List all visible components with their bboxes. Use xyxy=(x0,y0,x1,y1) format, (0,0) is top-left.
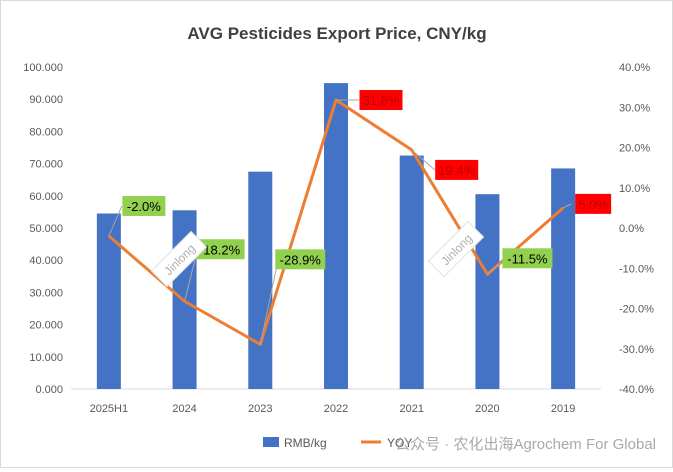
chart-title: AVG Pesticides Export Price, CNY/kg xyxy=(187,24,486,43)
y-left-tick-label: 0.000 xyxy=(35,384,63,396)
data-label-box xyxy=(359,90,403,111)
y-right-tick-label: -30.0% xyxy=(619,344,654,356)
y-right-tick-label: 30.0% xyxy=(619,102,650,114)
data-label-leader xyxy=(562,203,572,209)
bar xyxy=(551,168,576,389)
x-tick-label: 2023 xyxy=(248,403,272,415)
legend-label-rmb: RMB/kg xyxy=(284,436,327,450)
x-tick-label: 2019 xyxy=(551,403,575,415)
watermark-bg xyxy=(427,220,485,278)
y-right-tick-label: 0.0% xyxy=(619,223,644,235)
x-tick-label: 2022 xyxy=(324,403,348,415)
data-label-box xyxy=(194,239,245,260)
legend-swatch-rmb xyxy=(263,437,279,447)
y-left-tick-label: 60.000 xyxy=(29,191,63,203)
watermark-badge: Jinlong xyxy=(150,230,208,288)
y-left-tick-label: 100.000 xyxy=(23,62,63,74)
y-right-tick-label: 20.0% xyxy=(619,143,650,155)
data-label-box xyxy=(275,249,326,270)
legend-label-yoy: YOY xyxy=(387,436,412,450)
y-left-tick-label: 10.000 xyxy=(29,352,63,364)
data-label: 19.4% xyxy=(438,163,475,178)
bar xyxy=(96,213,121,389)
y-left-tick-label: 20.000 xyxy=(29,320,63,332)
data-label: 5.0% xyxy=(578,197,608,212)
y-right-tick-label: -40.0% xyxy=(619,384,654,396)
y-left-tick-label: 40.000 xyxy=(29,255,63,267)
y-right-tick-label: 10.0% xyxy=(619,183,650,195)
y-left-tick-label: 90.000 xyxy=(29,94,63,106)
y-left-tick-label: 70.000 xyxy=(29,159,63,171)
data-label: -2.0% xyxy=(127,199,161,214)
y-right-tick-label: -20.0% xyxy=(619,304,654,316)
data-label-box xyxy=(575,193,612,214)
y-left-tick-label: 80.000 xyxy=(29,126,63,138)
y-left-tick-label: 30.000 xyxy=(29,287,63,299)
watermark-bg xyxy=(150,230,208,288)
data-label: 31.8% xyxy=(363,93,400,108)
data-label: -28.9% xyxy=(280,252,322,267)
data-label-box xyxy=(502,248,553,269)
data-label: -18.2% xyxy=(199,242,241,257)
data-label-leader xyxy=(411,149,436,171)
data-label-box xyxy=(122,196,166,217)
x-tick-label: 2021 xyxy=(399,403,423,415)
x-tick-label: 2025H1 xyxy=(90,403,129,415)
data-label: -11.5% xyxy=(507,251,548,266)
data-label-box xyxy=(435,159,479,180)
bar xyxy=(475,194,500,389)
x-tick-label: 2024 xyxy=(172,403,196,415)
data-label-leader xyxy=(259,259,279,345)
y-right-tick-label: 40.0% xyxy=(619,62,650,74)
y-right-tick-label: -10.0% xyxy=(619,263,654,275)
y-left-tick-label: 50.000 xyxy=(29,223,63,235)
bar xyxy=(248,171,273,389)
bar xyxy=(324,83,348,389)
footer-watermark: 公众号 · 农化出海Agrochem For Global xyxy=(395,436,656,453)
x-tick-label: 2020 xyxy=(475,403,499,415)
data-label-leader xyxy=(108,205,123,237)
watermark-badge: Jinlong xyxy=(427,220,485,278)
bar xyxy=(399,155,424,389)
